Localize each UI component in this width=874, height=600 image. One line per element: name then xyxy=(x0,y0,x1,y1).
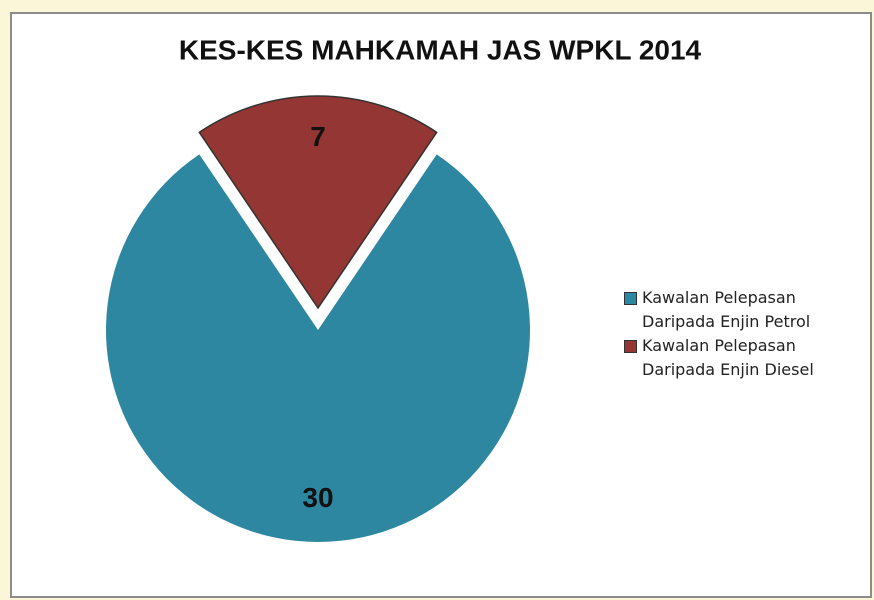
pie-slice xyxy=(105,154,530,542)
legend: Kawalan Pelepasan Daripada Enjin Petrol K… xyxy=(622,286,852,382)
data-label: 7 xyxy=(310,121,326,152)
legend-entry: Kawalan Pelepasan Daripada Enjin Diesel xyxy=(622,334,852,382)
legend-label: Kawalan Pelepasan Daripada Enjin Petrol xyxy=(642,288,811,331)
chart-title: KES-KES MAHKAMAH JAS WPKL 2014 xyxy=(179,34,702,65)
legend-entry: Kawalan Pelepasan Daripada Enjin Petrol xyxy=(622,286,852,334)
data-label: 30 xyxy=(302,482,333,513)
legend-label: Kawalan Pelepasan Daripada Enjin Diesel xyxy=(642,336,814,379)
legend-swatch xyxy=(624,340,637,353)
pie-slice xyxy=(198,95,438,310)
legend-swatch xyxy=(624,292,637,305)
